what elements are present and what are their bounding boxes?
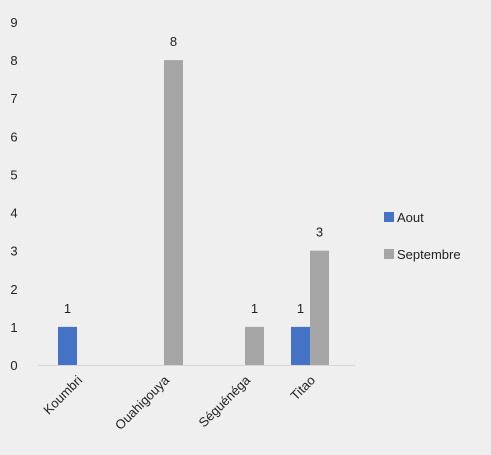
y-tick-label: 6 bbox=[10, 129, 17, 144]
category-label: Séguénéga bbox=[195, 372, 253, 430]
legend: Aout Septembre bbox=[384, 210, 461, 262]
data-label: 1 bbox=[297, 301, 304, 316]
data-labels: 1 8 1 1 3 bbox=[64, 34, 323, 316]
y-tick-label: 9 bbox=[10, 15, 17, 30]
y-tick-label: 8 bbox=[10, 53, 17, 68]
legend-label-aout: Aout bbox=[397, 210, 424, 225]
data-label: 1 bbox=[251, 301, 258, 316]
y-axis-ticks: 0 1 2 3 4 5 6 7 8 9 bbox=[10, 15, 17, 373]
data-label: 3 bbox=[316, 225, 323, 240]
bars bbox=[58, 60, 329, 365]
category-label: Titao bbox=[287, 373, 318, 404]
y-tick-label: 1 bbox=[10, 320, 17, 335]
bar-septembre-2 bbox=[245, 326, 264, 365]
bar-septembre-1 bbox=[164, 60, 183, 365]
category-label: Ouahigouya bbox=[112, 372, 173, 433]
data-label: 8 bbox=[170, 34, 177, 49]
y-tick-label: 4 bbox=[10, 206, 17, 221]
legend-swatch-septembre bbox=[384, 249, 394, 259]
legend-label-septembre: Septembre bbox=[397, 247, 461, 262]
y-tick-label: 5 bbox=[10, 167, 17, 182]
data-label: 1 bbox=[64, 301, 71, 316]
y-tick-label: 7 bbox=[10, 91, 17, 106]
legend-swatch-aout bbox=[384, 212, 394, 222]
y-tick-label: 2 bbox=[10, 282, 17, 297]
category-label: Koumbri bbox=[40, 372, 85, 417]
bar-aout-3 bbox=[291, 326, 310, 365]
category-labels: Koumbri Ouahigouya Séguénéga Titao bbox=[40, 372, 318, 433]
y-tick-label: 3 bbox=[10, 244, 17, 259]
bar-septembre-3 bbox=[310, 250, 329, 365]
y-tick-label: 0 bbox=[10, 358, 17, 373]
bar-aout-0 bbox=[58, 326, 77, 365]
